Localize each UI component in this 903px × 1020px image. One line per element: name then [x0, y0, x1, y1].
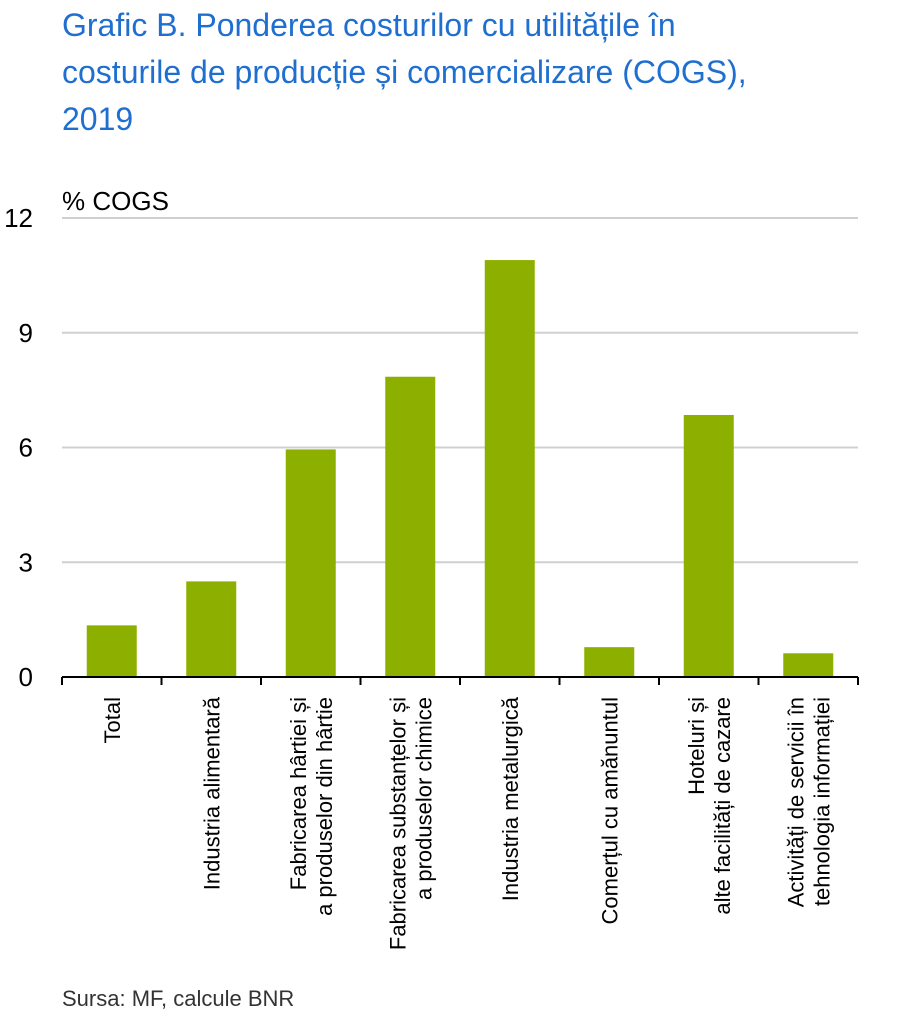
chart-title-line: 2019 [62, 101, 134, 137]
bar [584, 647, 635, 677]
x-category-label: a produselor chimice [411, 697, 436, 900]
bar [385, 376, 436, 677]
bar [683, 414, 734, 677]
x-category-label: tehnologia informației [809, 697, 834, 906]
gridlines [62, 217, 858, 564]
x-category-label: Fabricarea substanțelor și [385, 697, 410, 950]
x-category-label: Industria metalurgică [498, 696, 523, 901]
y-tick-label: 6 [19, 433, 33, 463]
bar [285, 449, 336, 677]
y-axis-label: % COGS [62, 186, 169, 216]
chart-title-line: Grafic B. Ponderea costurilor cu utilită… [62, 7, 676, 43]
x-category-label: Comerțul cu amănuntul [597, 697, 622, 924]
chart-title-line: costurile de producție și comercializare… [62, 54, 747, 90]
bar [186, 581, 237, 677]
axes: 0 3 6 9 12 [4, 203, 859, 692]
x-category-label: Fabricarea hârtiei și [286, 697, 311, 890]
bar [86, 625, 137, 677]
bar [484, 260, 535, 677]
x-category-label: Hoteluri și [684, 697, 709, 795]
x-category-label: Total [100, 697, 125, 743]
source-note: Sursa: MF, calcule BNR [62, 986, 295, 1011]
bar [783, 653, 834, 677]
y-tick-label: 9 [19, 318, 33, 348]
y-tick-label: 3 [19, 547, 33, 577]
category-labels: Total Industria alimentară Fabricarea hârt… [100, 696, 835, 950]
x-category-label: alte facilități de cazare [710, 697, 735, 915]
chart-title: Grafic B. Ponderea costurilor cu utilită… [62, 2, 892, 143]
x-category-label: a produselor din hârtie [312, 697, 337, 916]
x-category-label: Activități de servicii în [783, 697, 808, 907]
y-tick-label: 12 [4, 203, 33, 233]
x-category-label: Industria alimentară [199, 696, 224, 890]
y-tick-label: 0 [19, 662, 33, 692]
bars [86, 260, 834, 677]
